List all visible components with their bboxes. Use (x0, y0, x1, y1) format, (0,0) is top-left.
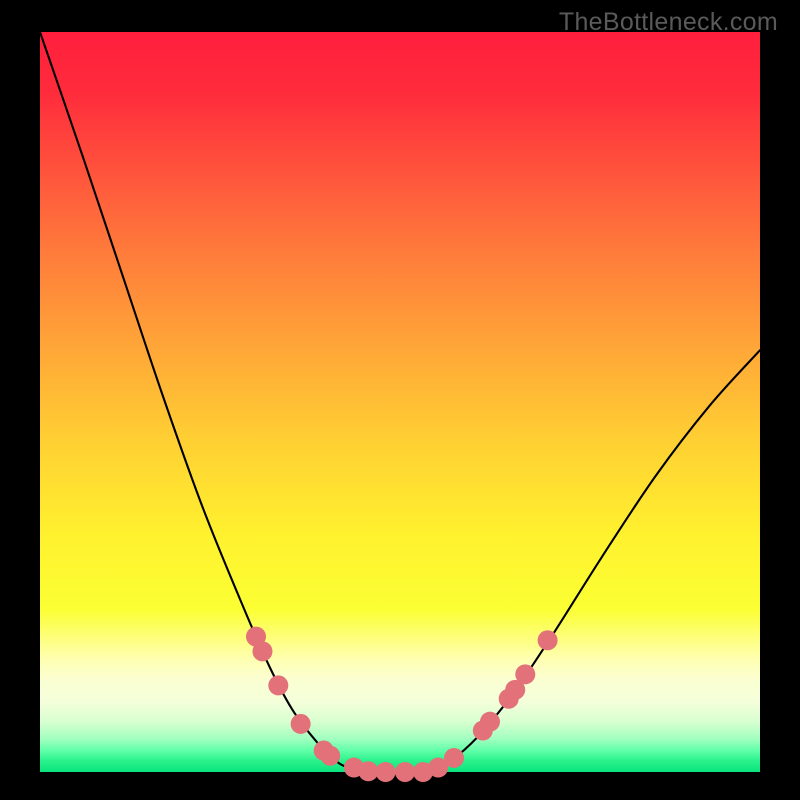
data-point (358, 761, 378, 781)
data-point (268, 675, 288, 695)
watermark-text: TheBottleneck.com (559, 8, 778, 37)
bottleneck-chart (0, 0, 800, 800)
data-point (444, 748, 464, 768)
data-point (515, 664, 535, 684)
data-point (291, 714, 311, 734)
chart-root: TheBottleneck.com (0, 0, 800, 800)
gradient-background (40, 32, 760, 772)
data-point (395, 762, 415, 782)
data-point (376, 762, 396, 782)
data-point (320, 746, 340, 766)
data-point (538, 630, 558, 650)
data-point (480, 712, 500, 732)
data-point (252, 641, 272, 661)
